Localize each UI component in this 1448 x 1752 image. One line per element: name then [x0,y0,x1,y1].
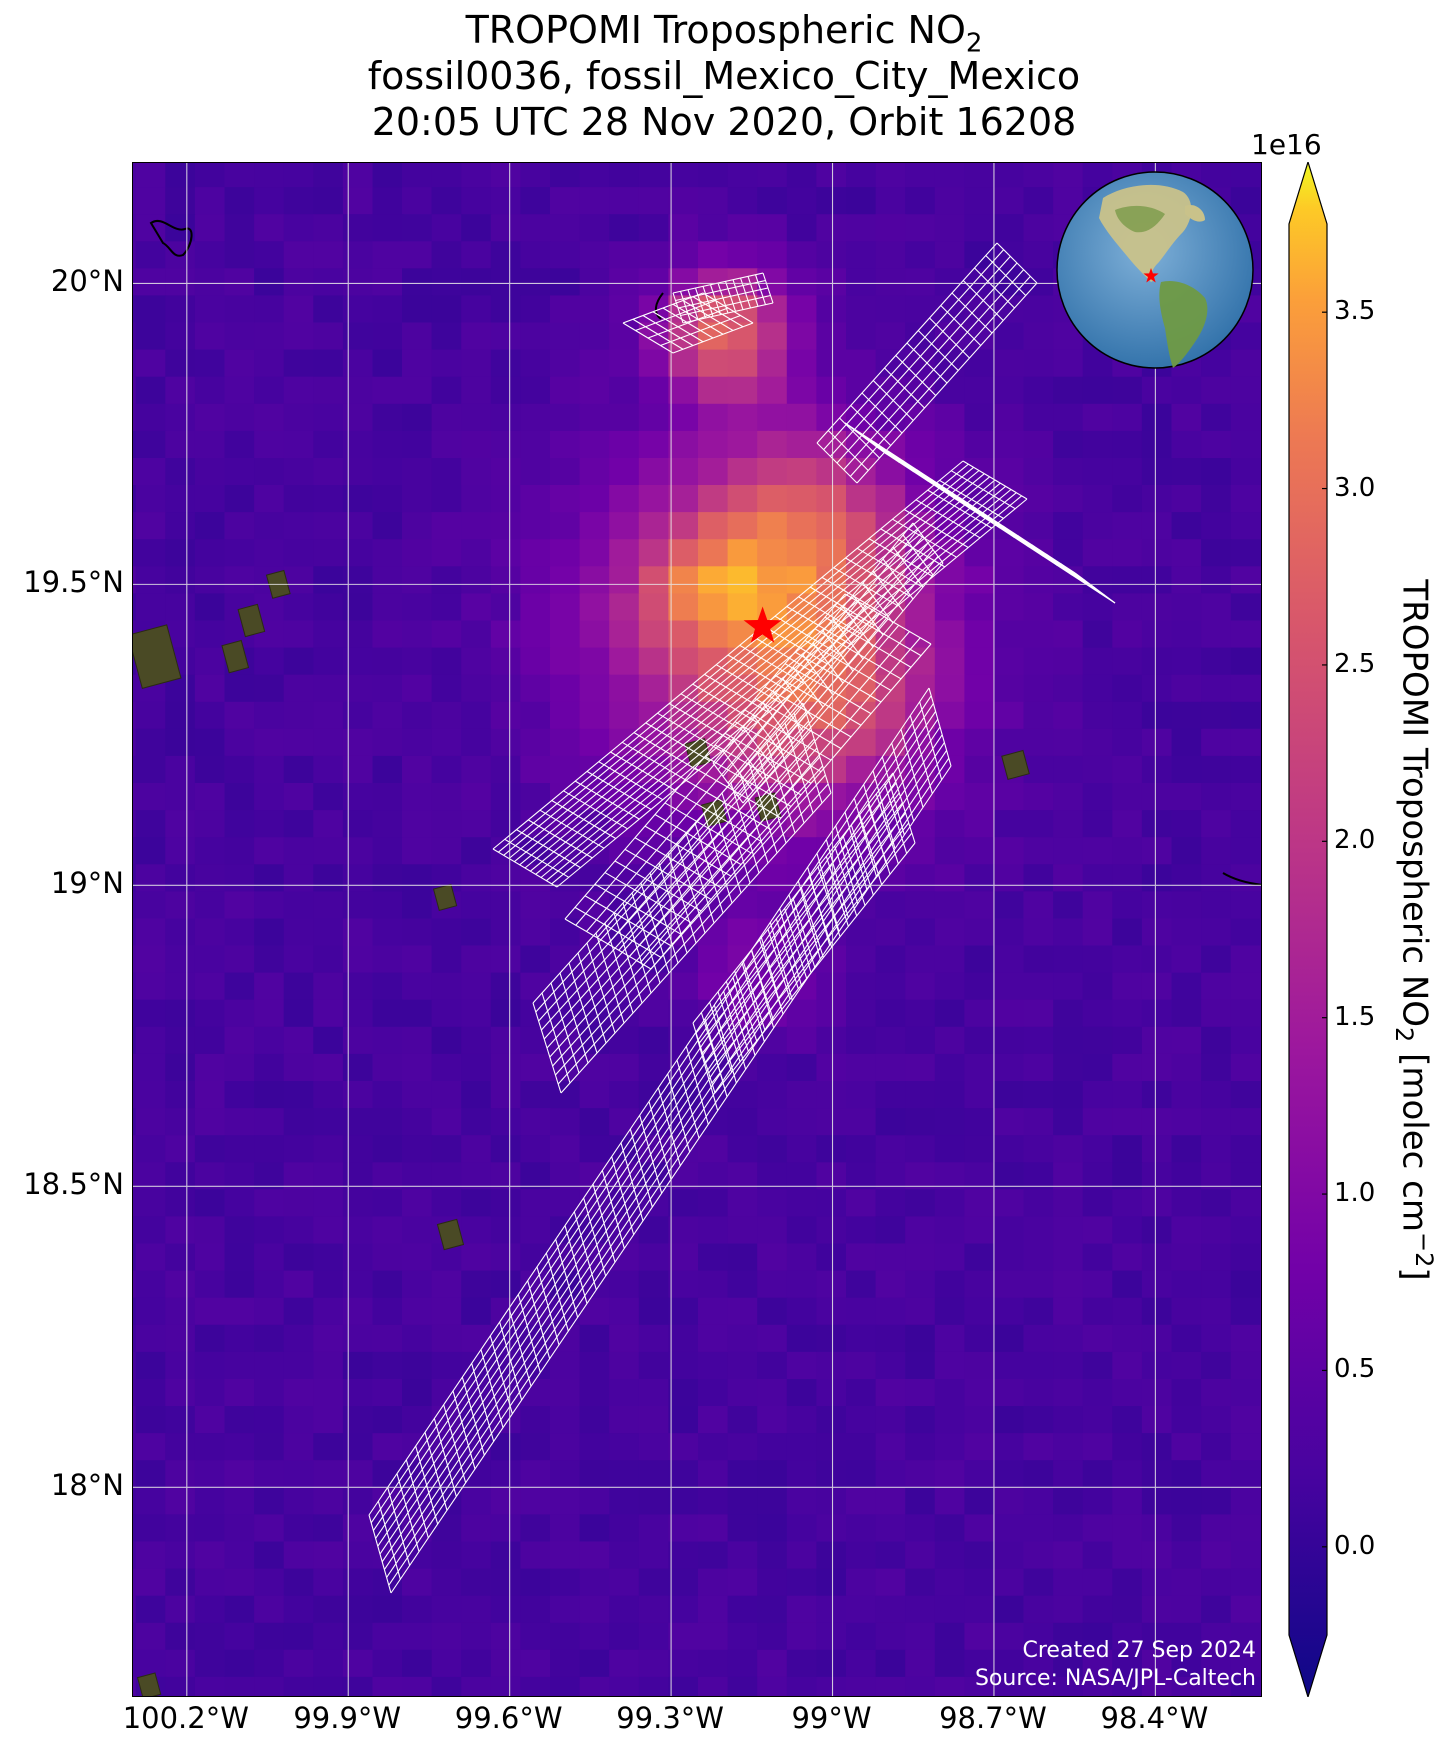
lon-tick-label: 98.4°W [1100,1701,1209,1735]
title-line-1: TROPOMI Tropospheric NO2 [465,8,983,59]
lat-tick-label: 18.5°N [23,1167,124,1202]
colorbar-axis-label: TROPOMI Tropospheric NO2 [molec cm−2] [1389,579,1439,1281]
lon-tick-label: 99.6°W [454,1701,563,1735]
lat-tick-label: 19.5°N [23,565,124,600]
coastline [149,220,1261,886]
colorbar-tick-label: 2.5 [1334,648,1376,679]
colorbar-tick-label: 0.0 [1334,1530,1376,1561]
lon-tick-label: 99°W [791,1701,872,1735]
lon-tick-label: 100.2°W [122,1701,249,1735]
title-line-2: fossil0036, fossil_Mexico_City_Mexico [367,54,1081,98]
globe-star-icon [1143,268,1159,283]
lat-tick-label: 20°N [50,264,124,299]
colorbar-tick-label: 1.5 [1334,1001,1376,1032]
colorbar-scale-label: 1e16 [1251,128,1322,161]
colorbar-tick-label: 1.0 [1334,1178,1376,1209]
target-star-icon [743,606,782,643]
map-canvas [133,163,1261,1696]
globe-inset [1056,171,1254,369]
lat-tick-label: 18°N [50,1468,124,1503]
lon-tick-label: 99.3°W [616,1701,724,1735]
credit-source: Source: NASA/JPL-Caltech [974,1666,1256,1691]
colorbar-tick-label: 3.5 [1334,296,1376,327]
lat-tick-label: 19°N [50,866,124,901]
colorbar-tick-label: 3.0 [1334,472,1376,503]
credit-created: Created 27 Sep 2024 [1022,1638,1257,1663]
lon-tick-label: 99.9°W [293,1701,402,1735]
map-area[interactable] [132,162,1262,1697]
imagery-patches [133,569,1030,1696]
colorbar-tick-label: 0.5 [1334,1354,1376,1385]
colorbar [1288,162,1328,1697]
title-line-3: 20:05 UTC 28 Nov 2020, Orbit 16208 [371,100,1077,144]
lon-tick-label: 98.7°W [939,1701,1047,1735]
colorbar-tick-label: 2.0 [1334,825,1376,856]
